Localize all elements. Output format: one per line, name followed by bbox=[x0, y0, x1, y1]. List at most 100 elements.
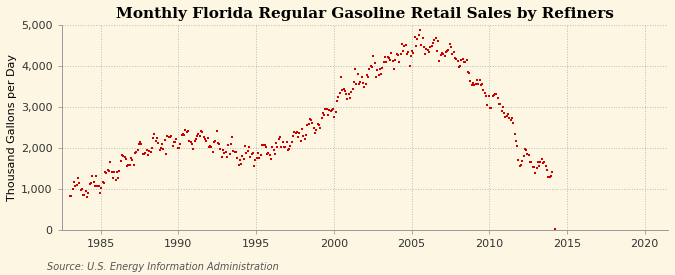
Point bbox=[386, 51, 397, 55]
Point bbox=[338, 87, 349, 91]
Point bbox=[68, 187, 78, 191]
Point bbox=[427, 40, 438, 45]
Point bbox=[248, 150, 259, 155]
Point bbox=[288, 133, 298, 138]
Point bbox=[379, 55, 390, 59]
Point bbox=[541, 167, 552, 172]
Point bbox=[341, 92, 352, 97]
Point bbox=[466, 83, 477, 88]
Point bbox=[473, 82, 484, 86]
Point bbox=[402, 52, 412, 56]
Point bbox=[300, 133, 311, 138]
Point bbox=[434, 58, 445, 63]
Point bbox=[513, 158, 524, 162]
Point bbox=[325, 109, 336, 113]
Point bbox=[200, 138, 211, 143]
Point bbox=[524, 160, 535, 164]
Point bbox=[111, 170, 122, 174]
Point bbox=[474, 78, 485, 82]
Point bbox=[373, 73, 384, 77]
Point bbox=[365, 64, 376, 68]
Point bbox=[375, 67, 385, 71]
Point bbox=[360, 82, 371, 86]
Point bbox=[331, 99, 342, 103]
Point bbox=[491, 92, 502, 96]
Point bbox=[152, 136, 163, 140]
Point bbox=[267, 145, 277, 150]
Point bbox=[134, 141, 144, 146]
Point bbox=[293, 135, 304, 139]
Point bbox=[335, 75, 346, 79]
Point bbox=[79, 193, 90, 197]
Point bbox=[448, 50, 459, 54]
Point bbox=[193, 132, 204, 136]
Point bbox=[223, 143, 234, 147]
Point bbox=[406, 54, 416, 59]
Point bbox=[188, 147, 198, 151]
Y-axis label: Thousand Gallons per Day: Thousand Gallons per Day bbox=[7, 54, 17, 201]
Point bbox=[346, 90, 356, 95]
Point bbox=[240, 144, 250, 148]
Point bbox=[376, 72, 387, 76]
Point bbox=[500, 115, 511, 119]
Point bbox=[153, 141, 163, 146]
Point bbox=[493, 102, 504, 107]
Point bbox=[217, 155, 227, 159]
Point bbox=[404, 64, 415, 68]
Point bbox=[136, 142, 147, 146]
Point bbox=[78, 192, 88, 197]
Point bbox=[361, 73, 372, 77]
Point bbox=[455, 64, 466, 68]
Point bbox=[207, 150, 218, 154]
Point bbox=[256, 143, 267, 147]
Point bbox=[429, 38, 439, 42]
Point bbox=[242, 149, 253, 153]
Point bbox=[166, 134, 177, 138]
Point bbox=[517, 159, 528, 163]
Point bbox=[137, 152, 148, 156]
Point bbox=[496, 109, 507, 113]
Point bbox=[66, 194, 77, 198]
Point bbox=[340, 89, 350, 94]
Point bbox=[175, 142, 186, 147]
Point bbox=[114, 169, 125, 174]
Point bbox=[285, 144, 296, 148]
Point bbox=[69, 180, 80, 184]
Point bbox=[277, 140, 288, 144]
Point bbox=[271, 141, 281, 145]
Point bbox=[213, 141, 223, 146]
Point bbox=[435, 53, 446, 58]
Point bbox=[529, 165, 539, 169]
Point bbox=[387, 59, 398, 63]
Point bbox=[518, 154, 529, 159]
Point bbox=[425, 45, 436, 49]
Point bbox=[234, 158, 245, 162]
Point bbox=[238, 156, 249, 161]
Point bbox=[169, 140, 180, 144]
Point bbox=[521, 148, 532, 152]
Point bbox=[84, 182, 95, 186]
Point bbox=[450, 56, 460, 60]
Point bbox=[433, 39, 443, 43]
Point bbox=[254, 156, 265, 160]
Point bbox=[324, 108, 335, 112]
Point bbox=[225, 141, 236, 146]
Point bbox=[487, 94, 498, 98]
Point bbox=[224, 152, 235, 156]
Point bbox=[414, 28, 425, 33]
Point bbox=[486, 106, 497, 110]
Point bbox=[151, 138, 161, 143]
Point bbox=[337, 88, 348, 92]
Point bbox=[296, 139, 306, 144]
Point bbox=[499, 111, 510, 116]
Point bbox=[485, 106, 495, 111]
Point bbox=[400, 43, 411, 48]
Point bbox=[210, 139, 221, 143]
Point bbox=[182, 130, 192, 135]
Point bbox=[306, 117, 317, 122]
Point bbox=[89, 183, 100, 188]
Point bbox=[123, 163, 134, 167]
Point bbox=[228, 148, 239, 153]
Point bbox=[74, 181, 84, 185]
Point bbox=[284, 147, 294, 151]
